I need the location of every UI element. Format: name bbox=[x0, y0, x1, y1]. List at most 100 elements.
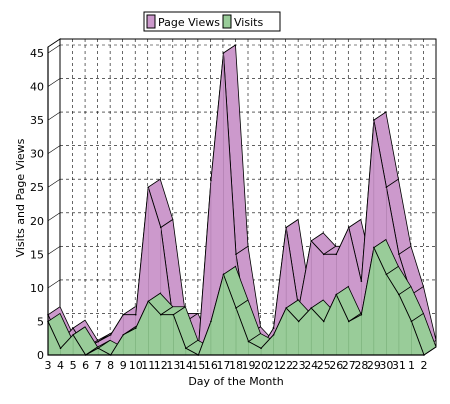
data-point bbox=[360, 313, 363, 316]
data-point bbox=[210, 320, 212, 323]
x-tick-label: 28 bbox=[354, 359, 368, 372]
x-tick-label: 16 bbox=[204, 359, 218, 372]
x-tick-label: 8 bbox=[107, 359, 114, 372]
grid-line-side bbox=[47, 246, 61, 255]
legend: Page Views Visits bbox=[143, 11, 281, 32]
data-point bbox=[348, 226, 350, 229]
data-point bbox=[310, 240, 313, 242]
data-point bbox=[385, 273, 388, 276]
data-point bbox=[260, 347, 262, 350]
x-tick-label: 19 bbox=[242, 359, 256, 372]
data-point bbox=[147, 186, 150, 189]
y-tick-label: 25 bbox=[30, 181, 44, 194]
x-tick-label: 23 bbox=[292, 359, 306, 372]
series-areas bbox=[47, 44, 437, 357]
legend-label-page-views: Page Views bbox=[158, 16, 220, 29]
data-point bbox=[410, 320, 413, 323]
grid-line-side bbox=[47, 78, 61, 87]
data-point bbox=[235, 307, 237, 309]
data-point bbox=[59, 347, 62, 350]
x-tick-label: 14 bbox=[179, 359, 193, 372]
data-point bbox=[122, 334, 124, 336]
y-axis-title: Visits and Page Views bbox=[14, 138, 27, 257]
data-point bbox=[134, 313, 137, 316]
data-point bbox=[122, 313, 124, 316]
x-tick-label: 7 bbox=[95, 359, 102, 372]
grid-line-side bbox=[47, 178, 61, 188]
y-tick-label: 35 bbox=[30, 114, 44, 127]
x-tick-label: 31 bbox=[392, 359, 406, 372]
x-tick-label: 26 bbox=[329, 359, 343, 372]
x-tick-label: 9 bbox=[120, 359, 127, 372]
x-tick-label: 1 bbox=[408, 359, 415, 372]
data-point bbox=[147, 300, 150, 303]
data-point bbox=[297, 320, 300, 323]
x-tick-label: 5 bbox=[70, 359, 77, 372]
data-point bbox=[360, 280, 363, 282]
x-tick-label: 3 bbox=[45, 359, 52, 372]
data-point bbox=[322, 320, 325, 323]
x-tick-label: 12 bbox=[154, 359, 168, 372]
data-point bbox=[385, 186, 388, 189]
grid-line-side bbox=[47, 145, 61, 154]
y-tick-label: 20 bbox=[30, 215, 44, 228]
x-tick-label: 18 bbox=[229, 359, 243, 372]
legend-swatch-visits bbox=[222, 14, 232, 29]
data-point bbox=[160, 313, 162, 316]
y-tick-label: 0 bbox=[37, 349, 44, 362]
y-tick-label: 40 bbox=[30, 81, 44, 94]
y-tick-label: 30 bbox=[30, 148, 44, 161]
data-point bbox=[160, 226, 162, 229]
data-point bbox=[235, 253, 237, 256]
data-point bbox=[97, 347, 99, 350]
data-point bbox=[272, 327, 275, 329]
data-point bbox=[222, 273, 225, 276]
data-point bbox=[72, 334, 74, 336]
data-point bbox=[272, 334, 275, 336]
data-point bbox=[335, 293, 338, 296]
x-tick-label: 6 bbox=[82, 359, 89, 372]
y-tick-label: 10 bbox=[30, 282, 44, 295]
x-tick-label: 29 bbox=[367, 359, 381, 372]
grid-line-side bbox=[47, 111, 61, 121]
data-point bbox=[134, 327, 137, 329]
x-tick-label: 27 bbox=[342, 359, 356, 372]
data-point bbox=[310, 307, 313, 309]
x-tick-label: 17 bbox=[216, 359, 230, 372]
x-tick-label: 22 bbox=[279, 359, 293, 372]
data-point bbox=[335, 253, 338, 256]
x-tick-label: 10 bbox=[129, 359, 143, 372]
data-point bbox=[322, 253, 325, 256]
legend-swatch-page-views bbox=[146, 14, 156, 29]
data-point bbox=[285, 226, 287, 229]
grid-line-side bbox=[47, 212, 61, 222]
data-point bbox=[72, 327, 74, 329]
y-tick-label: 45 bbox=[30, 47, 44, 60]
data-point bbox=[398, 293, 400, 296]
data-point bbox=[373, 246, 375, 249]
x-tick-label: 13 bbox=[166, 359, 180, 372]
data-point bbox=[247, 340, 250, 343]
y-tick-labels: 0 5 10 15 20 25 30 35 40 45 bbox=[30, 47, 44, 362]
grid-line-side bbox=[47, 279, 61, 289]
data-point bbox=[222, 52, 225, 54]
y-tick-label: 5 bbox=[37, 315, 44, 328]
x-tick-label: 2 bbox=[421, 359, 428, 372]
data-point bbox=[348, 320, 350, 323]
x-tick-label: 11 bbox=[141, 359, 155, 372]
data-point bbox=[109, 334, 112, 336]
data-point bbox=[373, 119, 375, 121]
legend-box bbox=[143, 11, 281, 32]
axes bbox=[47, 47, 437, 356]
x-tick-label: 21 bbox=[267, 359, 281, 372]
x-tick-label: 25 bbox=[317, 359, 331, 372]
data-point bbox=[210, 179, 212, 182]
data-point bbox=[398, 253, 400, 256]
grid-line-side bbox=[47, 44, 61, 54]
data-point bbox=[172, 313, 175, 316]
x-tick-label: 24 bbox=[304, 359, 318, 372]
x-tick-label: 4 bbox=[57, 359, 64, 372]
x-tick-labels: 3 4 5 6 7 8 9 101112131415161718192021222324252… bbox=[45, 359, 428, 372]
legend-label-visits: Visits bbox=[234, 16, 263, 29]
